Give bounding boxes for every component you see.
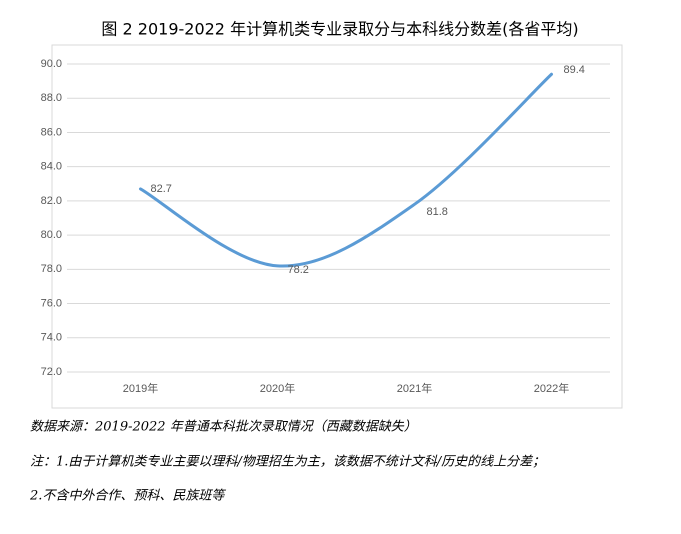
data-label: 78.2 [288,264,309,276]
y-tick-label: 74.0 [41,332,62,344]
note: 数据来源：2019-2022 年普通本科批次录取情况（西藏数据缺失） [30,419,417,435]
data-label: 81.8 [427,206,448,218]
chart-title: 图 2 2019-2022 年计算机类专业录取分与本科线分数差(各省平均) [101,20,578,39]
x-tick-label: 2019年 [123,381,158,395]
chart-frame [51,44,623,409]
x-tick-label: 2021年 [397,381,432,395]
data-label: 82.7 [151,183,172,195]
y-tick-label: 76.0 [41,297,62,309]
line [139,72,553,268]
y-tick-label: 84.0 [41,161,62,173]
note: 2.不含中外合作、预科、民族班等 [29,489,226,504]
data-label: 89.4 [564,64,585,76]
y-tick-label: 88.0 [41,92,62,104]
x-tick-label: 2020年 [260,381,295,395]
note: 注：1.由于计算机类专业主要以理科/物理招生为主，该数据不统计文科/历史的线上分… [30,454,545,470]
y-tick-label: 80.0 [41,229,62,241]
x-tick-label: 2022年 [534,381,569,395]
y-tick-label: 86.0 [41,126,62,138]
y-tick-label: 90.0 [41,58,62,70]
y-tick-label: 78.0 [41,263,62,275]
y-tick-label: 72.0 [41,366,62,378]
y-tick-label: 82.0 [41,195,62,207]
